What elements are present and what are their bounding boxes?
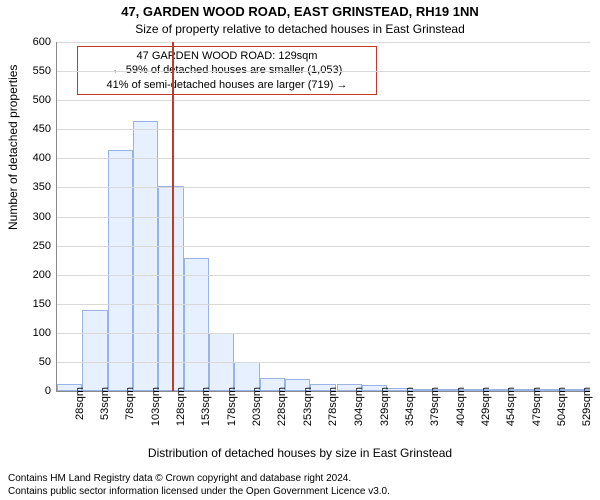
y-tick-label: 0 — [21, 386, 51, 396]
y-tick-label: 250 — [21, 241, 51, 251]
gridline-y — [57, 246, 590, 247]
annotation-line-1: 47 GARDEN WOOD ROAD: 129sqm — [82, 49, 372, 63]
x-tick-label: 278sqm — [327, 387, 339, 431]
y-tick-label: 550 — [21, 66, 51, 76]
gridline-y — [57, 158, 590, 159]
x-tick-label: 203sqm — [251, 387, 263, 431]
histogram-bar — [184, 258, 209, 391]
gridline-y — [57, 187, 590, 188]
footer-line-2: Contains public sector information licen… — [8, 486, 390, 499]
chart-title-address: 47, GARDEN WOOD ROAD, EAST GRINSTEAD, RH… — [0, 4, 600, 19]
chart-subtitle: Size of property relative to detached ho… — [0, 22, 600, 36]
x-tick-label: 304sqm — [353, 387, 365, 431]
x-tick-label: 78sqm — [124, 387, 136, 431]
x-tick-label: 504sqm — [556, 387, 568, 431]
y-tick-label: 350 — [21, 182, 51, 192]
x-tick-label: 103sqm — [150, 387, 162, 431]
gridline-y — [57, 275, 590, 276]
y-tick-label: 450 — [21, 124, 51, 134]
x-tick-label: 429sqm — [480, 387, 492, 431]
y-tick-label: 150 — [21, 299, 51, 309]
y-tick-label: 600 — [21, 37, 51, 47]
y-tick-label: 50 — [21, 357, 51, 367]
gridline-y — [57, 71, 590, 72]
gridline-y — [57, 333, 590, 334]
annotation-line-3: 41% of semi-detached houses are larger (… — [82, 78, 372, 92]
x-tick-label: 128sqm — [175, 387, 187, 431]
gridline-y — [57, 362, 590, 363]
x-tick-label: 253sqm — [302, 387, 314, 431]
chart-plot-area: 47 GARDEN WOOD ROAD: 129sqm ← 59% of det… — [56, 42, 590, 392]
gridline-y — [57, 42, 590, 43]
x-tick-label: 529sqm — [581, 387, 593, 431]
footer-line-1: Contains HM Land Registry data © Crown c… — [8, 473, 390, 486]
y-axis-label: Number of detached properties — [6, 65, 20, 230]
gridline-y — [57, 100, 590, 101]
x-tick-label: 329sqm — [379, 387, 391, 431]
x-tick-label: 178sqm — [226, 387, 238, 431]
gridline-y — [57, 129, 590, 130]
y-tick-label: 400 — [21, 153, 51, 163]
x-tick-label: 404sqm — [455, 387, 467, 431]
reference-line — [172, 42, 174, 391]
x-tick-label: 53sqm — [99, 387, 111, 431]
gridline-y — [57, 217, 590, 218]
y-tick-label: 300 — [21, 212, 51, 222]
histogram-bar — [133, 121, 158, 391]
x-tick-label: 28sqm — [74, 387, 86, 431]
y-tick-label: 200 — [21, 270, 51, 280]
x-tick-label: 153sqm — [200, 387, 212, 431]
gridline-y — [57, 304, 590, 305]
histogram-bar — [82, 310, 107, 391]
histogram-bar — [108, 150, 133, 391]
x-axis-label: Distribution of detached houses by size … — [0, 446, 600, 460]
y-tick-label: 100 — [21, 328, 51, 338]
x-tick-label: 228sqm — [276, 387, 288, 431]
x-tick-label: 354sqm — [404, 387, 416, 431]
x-tick-label: 479sqm — [531, 387, 543, 431]
x-tick-label: 379sqm — [429, 387, 441, 431]
y-tick-label: 500 — [21, 95, 51, 105]
footer-attribution: Contains HM Land Registry data © Crown c… — [8, 473, 390, 498]
x-tick-label: 454sqm — [505, 387, 517, 431]
